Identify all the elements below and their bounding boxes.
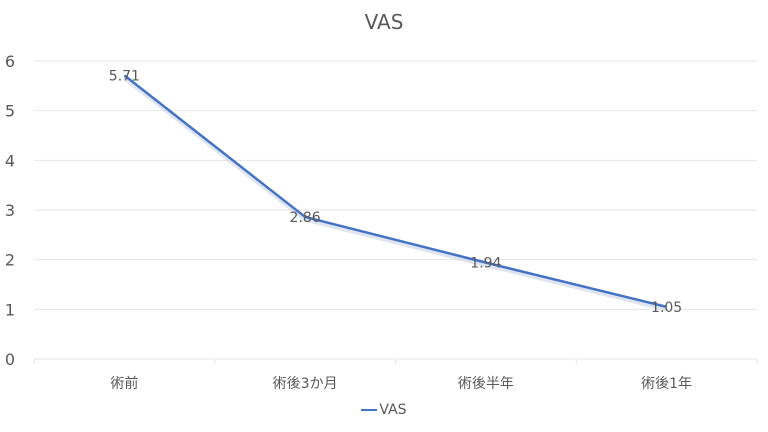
y-tick-label: 0 (5, 350, 15, 369)
legend-label: VAS (379, 402, 407, 418)
gridlines (34, 60, 757, 360)
y-tick-label: 4 (5, 151, 15, 170)
data-labels: 5.71 2.86 1.94 1.05 (109, 68, 682, 315)
y-tick-label: 6 (5, 52, 15, 71)
legend: VAS (0, 402, 768, 418)
y-tick-label: 3 (5, 201, 15, 220)
y-tick-label: 1 (5, 300, 15, 319)
data-label: 2.86 (290, 210, 321, 226)
y-tick-label: 2 (5, 251, 15, 270)
data-label: 5.71 (109, 68, 140, 84)
data-label: 1.05 (651, 300, 682, 316)
y-axis: 0 1 2 3 4 5 6 (5, 52, 15, 369)
series-vas (122, 74, 668, 312)
x-tick-label: 術後半年 (458, 376, 514, 392)
series-line (123, 74, 667, 309)
x-tick-label: 術前 (110, 375, 138, 392)
series-shadow (122, 75, 668, 312)
x-axis: 術前 術後3か月 術後半年 術後1年 (33, 359, 758, 392)
data-label: 1.94 (470, 256, 501, 272)
chart-title: VAS (364, 10, 404, 34)
x-tick-label: 術後3か月 (273, 376, 338, 392)
x-tick-label: 術後1年 (641, 376, 692, 392)
legend-line-icon (361, 409, 378, 411)
y-tick-label: 5 (5, 102, 15, 121)
